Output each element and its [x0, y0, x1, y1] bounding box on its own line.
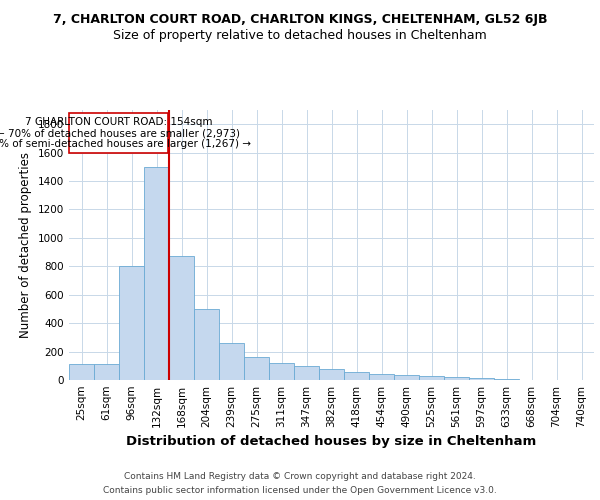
Text: 7, CHARLTON COURT ROAD, CHARLTON KINGS, CHELTENHAM, GL52 6JB: 7, CHARLTON COURT ROAD, CHARLTON KINGS, … — [53, 12, 547, 26]
Bar — [69, 364, 94, 380]
Bar — [369, 374, 394, 380]
FancyBboxPatch shape — [69, 113, 168, 154]
Bar — [269, 363, 294, 380]
Text: 7 CHARLTON COURT ROAD: 154sqm: 7 CHARLTON COURT ROAD: 154sqm — [25, 117, 212, 127]
Bar — [419, 376, 444, 380]
Text: Contains HM Land Registry data © Crown copyright and database right 2024.: Contains HM Land Registry data © Crown c… — [124, 472, 476, 481]
Bar — [444, 378, 469, 380]
Bar — [219, 343, 244, 380]
Bar — [94, 364, 119, 380]
Y-axis label: Number of detached properties: Number of detached properties — [19, 152, 32, 338]
Bar — [469, 378, 494, 380]
Bar — [119, 266, 144, 380]
Text: 30% of semi-detached houses are larger (1,267) →: 30% of semi-detached houses are larger (… — [0, 139, 251, 149]
Bar — [194, 309, 219, 380]
Bar — [319, 370, 344, 380]
Bar — [144, 167, 169, 380]
Bar — [394, 375, 419, 380]
Bar — [169, 256, 194, 380]
Text: ← 70% of detached houses are smaller (2,973): ← 70% of detached houses are smaller (2,… — [0, 128, 241, 138]
Bar — [344, 372, 369, 380]
Text: Size of property relative to detached houses in Cheltenham: Size of property relative to detached ho… — [113, 29, 487, 42]
Bar — [294, 366, 319, 380]
Bar — [494, 379, 519, 380]
Bar — [244, 358, 269, 380]
X-axis label: Distribution of detached houses by size in Cheltenham: Distribution of detached houses by size … — [127, 436, 536, 448]
Text: Contains public sector information licensed under the Open Government Licence v3: Contains public sector information licen… — [103, 486, 497, 495]
